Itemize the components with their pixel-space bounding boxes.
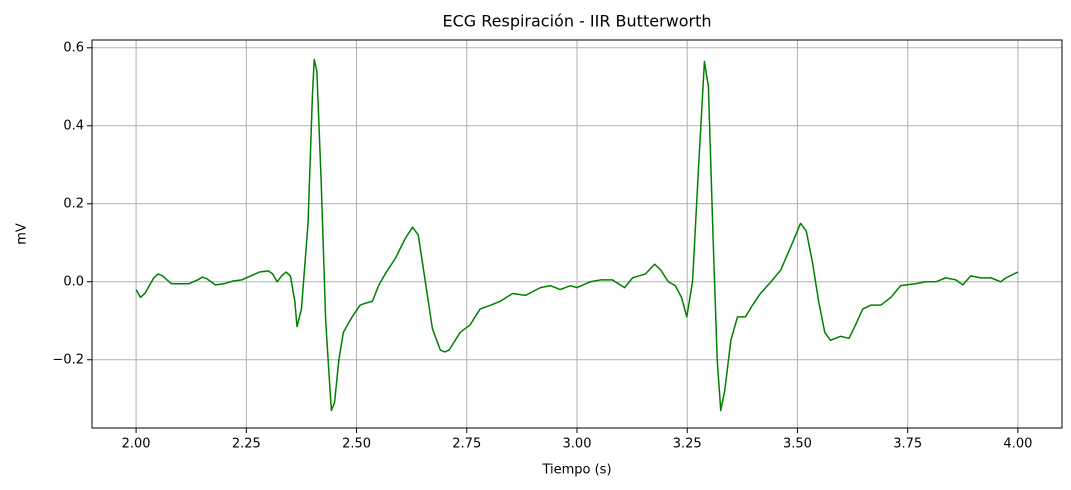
plot-frame: [91, 39, 1063, 429]
x-tick-label: 2.50: [342, 437, 371, 452]
x-tick-label: 3.25: [673, 437, 702, 452]
y-axis-label: mV: [15, 223, 30, 245]
chart-title: ECG Respiración - IIR Butterworth: [442, 12, 711, 31]
x-axis-label: Tiempo (s): [541, 463, 611, 478]
x-tick-label: 2.25: [232, 437, 261, 452]
y-tick-label: 0.4: [63, 118, 84, 133]
x-tick-label: 3.75: [893, 437, 922, 452]
y-tick-label: 0.2: [63, 196, 84, 211]
x-tick-label: 3.00: [563, 437, 592, 452]
x-tick-label: 2.00: [122, 437, 151, 452]
y-tick-label: −0.2: [52, 352, 84, 367]
line-series: [135, 58, 1019, 412]
x-tick-label: 3.50: [783, 437, 812, 452]
y-tick-label: 0.0: [63, 274, 84, 289]
y-tick-label: 0.6: [63, 40, 84, 55]
x-tick-label: 2.75: [452, 437, 481, 452]
x-tick-label: 4.00: [1003, 437, 1032, 452]
